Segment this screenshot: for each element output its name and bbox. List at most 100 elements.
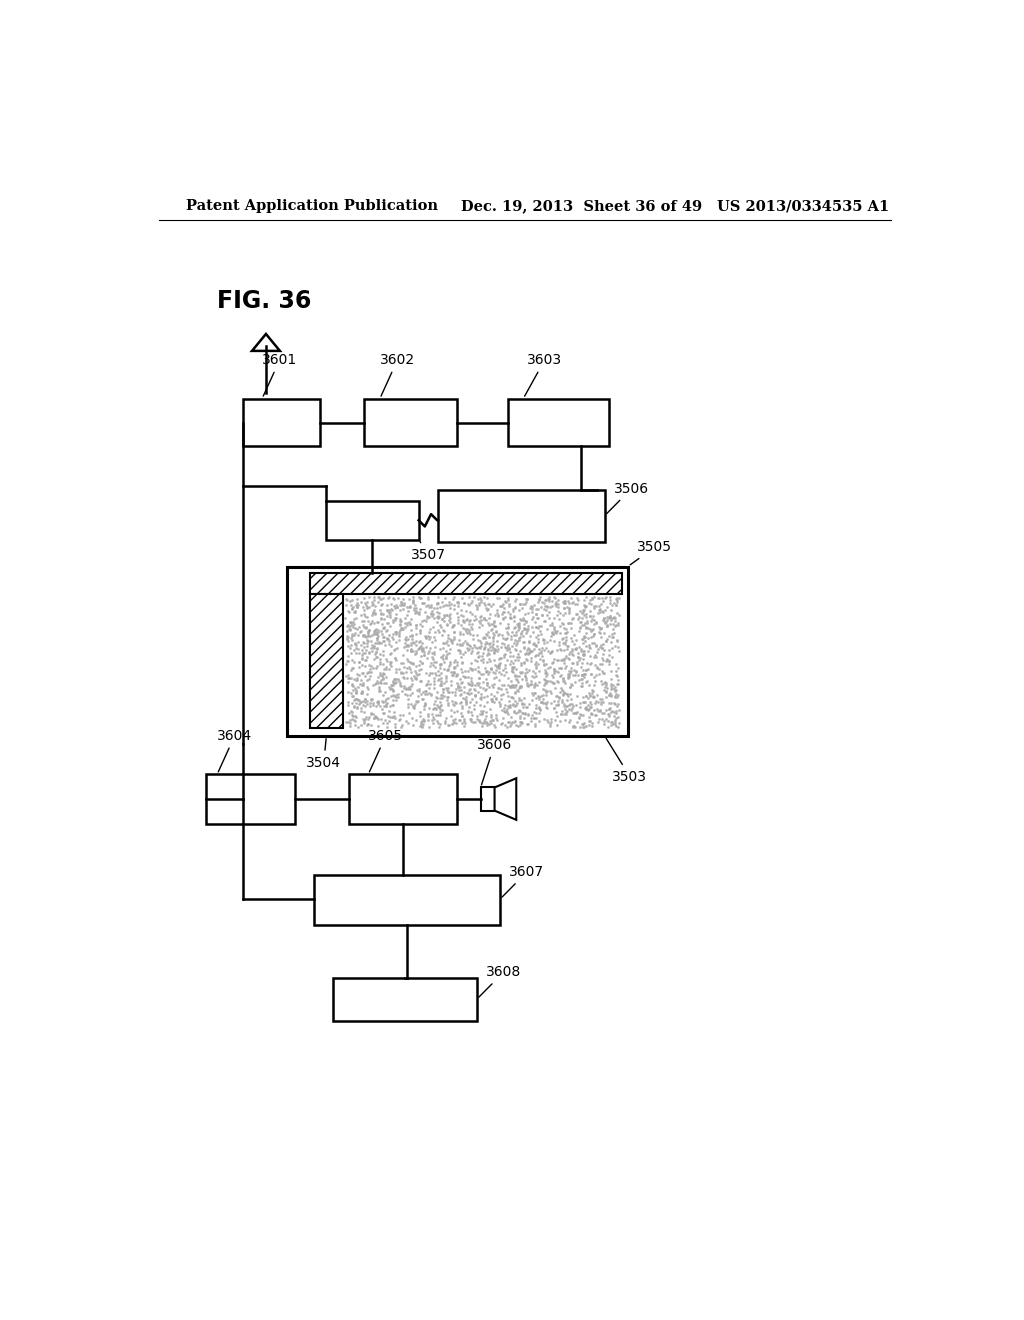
Text: FIG. 36: FIG. 36 bbox=[217, 289, 311, 313]
Point bbox=[503, 686, 519, 708]
Point bbox=[483, 619, 500, 640]
Point bbox=[602, 609, 618, 630]
Point bbox=[600, 717, 616, 738]
Point bbox=[338, 624, 354, 645]
Point bbox=[366, 620, 382, 642]
Point bbox=[550, 594, 566, 615]
Point bbox=[443, 631, 460, 652]
Point bbox=[478, 597, 495, 618]
Point bbox=[476, 711, 493, 733]
Point bbox=[578, 715, 594, 737]
Point bbox=[352, 622, 369, 643]
Point bbox=[421, 665, 437, 686]
Point bbox=[513, 655, 529, 676]
Point bbox=[458, 667, 474, 688]
Point bbox=[369, 624, 385, 645]
Point bbox=[356, 626, 373, 647]
Point bbox=[581, 593, 597, 614]
Point bbox=[513, 676, 529, 697]
Point bbox=[412, 620, 428, 642]
Point bbox=[446, 661, 463, 682]
Point bbox=[541, 607, 557, 628]
Point bbox=[549, 620, 565, 642]
Point bbox=[577, 717, 593, 738]
Point bbox=[557, 682, 573, 704]
Point bbox=[502, 694, 518, 715]
Point bbox=[419, 673, 435, 694]
Point bbox=[436, 605, 453, 626]
Point bbox=[575, 644, 592, 665]
Point bbox=[355, 632, 372, 653]
Point bbox=[378, 648, 394, 669]
Point bbox=[378, 696, 394, 717]
Point bbox=[606, 606, 623, 627]
Point bbox=[385, 681, 401, 702]
Point bbox=[430, 606, 446, 627]
Point bbox=[562, 700, 579, 721]
Point bbox=[412, 638, 428, 659]
Point bbox=[455, 661, 471, 682]
Point bbox=[424, 648, 440, 669]
Point bbox=[579, 612, 595, 634]
Point bbox=[594, 688, 610, 709]
Point bbox=[398, 605, 415, 626]
Point bbox=[577, 664, 593, 685]
Point bbox=[546, 697, 562, 718]
Point bbox=[376, 618, 392, 639]
Point bbox=[489, 624, 506, 645]
Point bbox=[342, 594, 358, 615]
Point bbox=[373, 632, 389, 653]
Point bbox=[397, 677, 414, 698]
Point bbox=[521, 643, 538, 664]
Point bbox=[466, 636, 482, 657]
Point bbox=[461, 680, 477, 701]
Point bbox=[376, 609, 392, 630]
Point bbox=[538, 680, 554, 701]
Point bbox=[390, 686, 407, 708]
Point bbox=[553, 704, 569, 725]
Point bbox=[564, 607, 581, 628]
Point bbox=[562, 587, 579, 609]
Point bbox=[518, 639, 535, 660]
Point bbox=[584, 589, 600, 610]
Point bbox=[502, 715, 518, 737]
Point bbox=[479, 644, 496, 665]
Point bbox=[475, 700, 492, 721]
Point bbox=[507, 639, 523, 660]
Point bbox=[510, 649, 526, 671]
Point bbox=[437, 587, 454, 609]
Point bbox=[520, 675, 537, 696]
Point bbox=[360, 586, 377, 607]
Point bbox=[586, 623, 602, 644]
Point bbox=[356, 599, 373, 620]
Point bbox=[365, 593, 381, 614]
Point bbox=[594, 702, 610, 723]
Point bbox=[379, 692, 395, 713]
Point bbox=[373, 669, 389, 690]
Point bbox=[384, 680, 400, 701]
Point bbox=[406, 599, 422, 620]
Point bbox=[342, 616, 358, 638]
Point bbox=[412, 587, 428, 609]
Point bbox=[349, 717, 366, 738]
Point bbox=[345, 597, 361, 618]
Point bbox=[368, 619, 384, 640]
Point bbox=[593, 693, 609, 714]
Point bbox=[463, 668, 479, 689]
Point bbox=[385, 706, 401, 727]
Bar bbox=[310, 594, 343, 729]
Point bbox=[445, 614, 462, 635]
Point bbox=[408, 667, 424, 688]
Point bbox=[482, 713, 499, 734]
Point bbox=[403, 626, 420, 647]
Point bbox=[471, 710, 487, 731]
Point bbox=[484, 690, 501, 711]
Point bbox=[450, 664, 466, 685]
Point bbox=[486, 717, 503, 738]
Point bbox=[382, 652, 398, 673]
Point bbox=[451, 640, 467, 661]
Point bbox=[505, 657, 521, 678]
Point bbox=[454, 672, 470, 693]
Point bbox=[467, 606, 483, 627]
Point bbox=[412, 671, 428, 692]
